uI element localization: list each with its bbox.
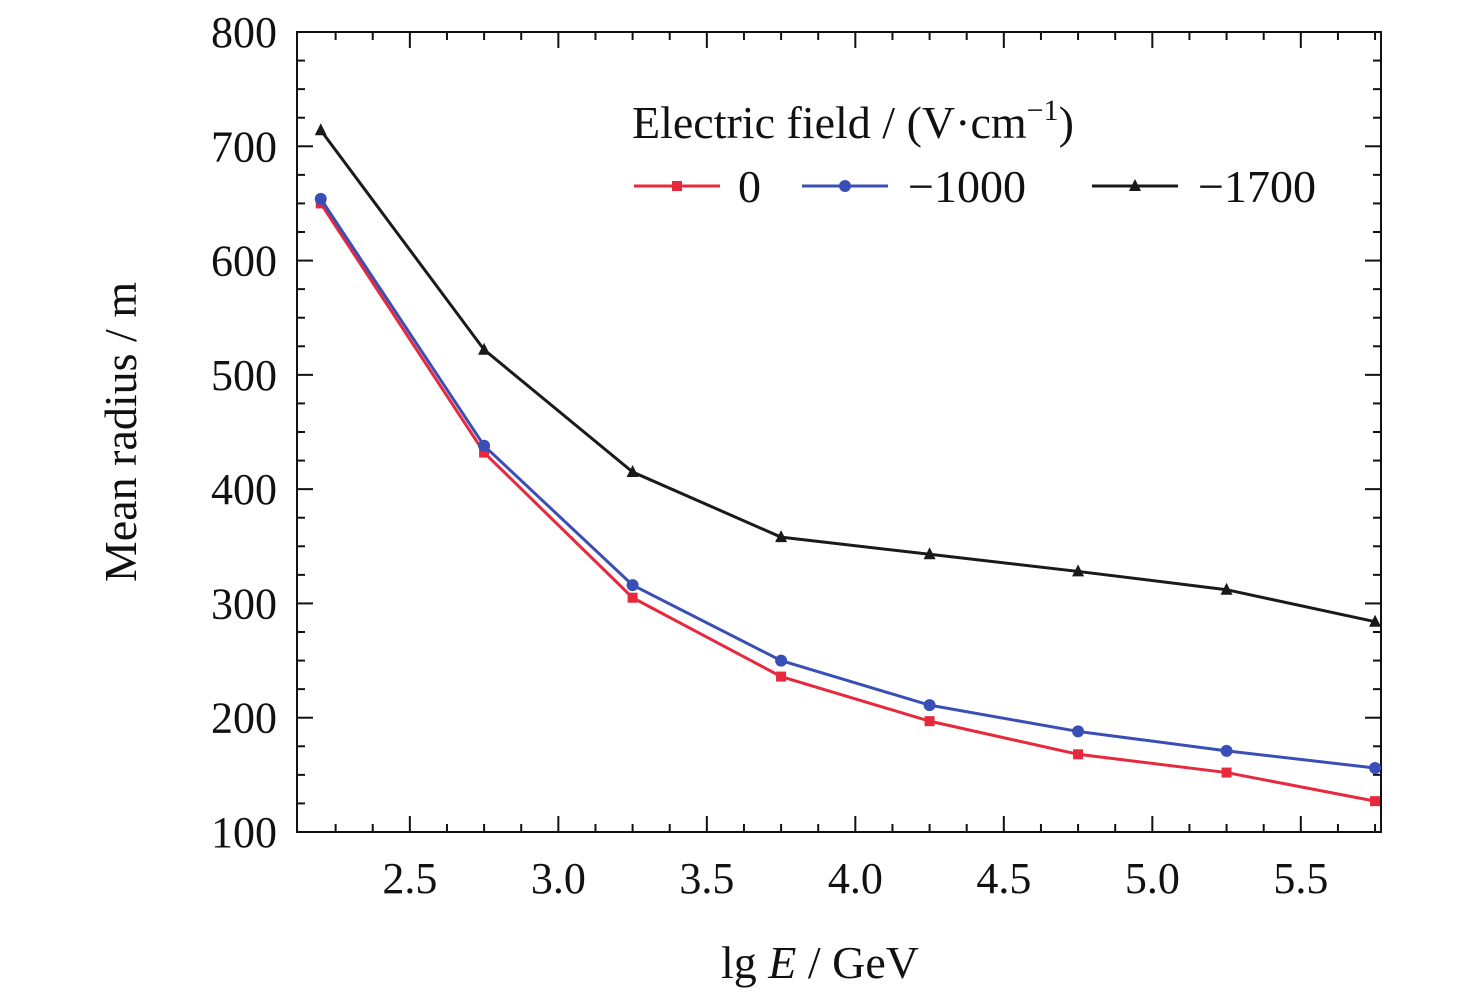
x-tick-label: 3.5	[679, 854, 734, 903]
x-tick-label: 5.0	[1125, 854, 1180, 903]
series-1	[314, 192, 1382, 774]
x-tick-label: 3.0	[531, 854, 586, 903]
y-tick-label: 100	[211, 808, 277, 857]
series-line	[319, 129, 1376, 624]
data-point	[1072, 725, 1085, 738]
data-point	[775, 654, 788, 667]
data-point	[1370, 796, 1381, 807]
y-tick-label: 500	[211, 351, 277, 400]
data-point	[627, 592, 638, 603]
data-point	[1072, 564, 1085, 577]
legend-marker	[672, 181, 682, 191]
plot-frame	[296, 31, 1382, 833]
data-point	[314, 192, 327, 205]
legend-entry: −1000	[802, 161, 1026, 212]
x-tick-label: 5.5	[1273, 854, 1328, 903]
ticks-layer	[297, 31, 1381, 833]
series-line	[319, 202, 1376, 803]
legend-marker	[1129, 179, 1141, 191]
legend: Electric field / (V·cm−1) 0 −1000 −1700	[632, 94, 1316, 212]
y-tick-label: 600	[211, 237, 277, 286]
x-tick-label: 4.0	[828, 854, 883, 903]
legend-label: −1000	[908, 161, 1026, 212]
y-tick-label: 200	[211, 694, 277, 743]
legend-title: Electric field / (V·cm−1)	[632, 94, 1074, 148]
x-tick-label: 4.5	[976, 854, 1031, 903]
data-point	[1369, 762, 1382, 774]
data-point	[1220, 582, 1233, 595]
legend-label: −1700	[1198, 161, 1316, 212]
data-point	[478, 342, 491, 355]
series-0	[315, 198, 1381, 807]
data-point	[479, 447, 490, 458]
y-tick-label: 700	[211, 122, 277, 171]
data-point	[1220, 744, 1233, 757]
data-point	[1073, 749, 1084, 760]
legend-entry: 0	[634, 161, 761, 212]
data-point	[924, 716, 935, 727]
data-point	[1369, 614, 1382, 627]
y-tick-labels: 100 200 300 400 500 600 700 800	[211, 8, 277, 857]
legend-entry: −1700	[1092, 161, 1316, 212]
data-point	[775, 530, 788, 543]
legend-entries: 0 −1000 −1700	[634, 161, 1316, 212]
data-point	[923, 699, 936, 712]
y-axis-title: Mean radius / m	[95, 282, 146, 582]
y-tick-label: 400	[211, 465, 277, 514]
data-point	[626, 579, 639, 592]
series-line	[319, 198, 1376, 770]
series-layer	[314, 123, 1382, 807]
x-tick-labels: 2.5 3.0 3.5 4.0 4.5 5.0 5.5	[382, 854, 1328, 903]
data-point	[626, 465, 639, 477]
legend-label: 0	[738, 161, 761, 212]
data-point	[923, 547, 936, 560]
legend-marker	[839, 180, 851, 192]
x-tick-label: 2.5	[382, 854, 437, 903]
data-point	[314, 123, 327, 136]
data-point	[776, 671, 787, 682]
data-point	[478, 439, 491, 452]
series-2	[314, 123, 1382, 627]
y-tick-label: 800	[211, 8, 277, 57]
data-point	[1221, 767, 1232, 778]
y-tick-label: 300	[211, 579, 277, 628]
x-axis-title: lg E / GeV	[721, 937, 919, 988]
